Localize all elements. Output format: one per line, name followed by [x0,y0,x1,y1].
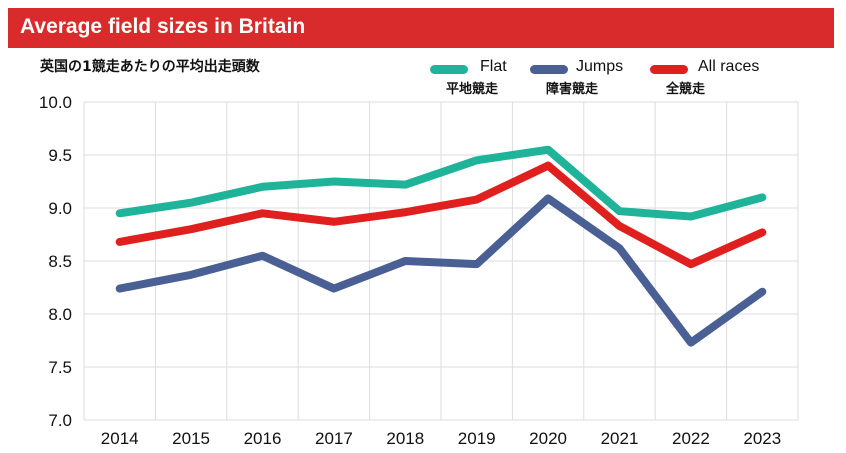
legend: Flat 平地競走 Jumps 障害競走 All races 全競走 [430,58,830,100]
chart-subtitle: 英国の1競走あたりの平均出走頭数 [40,59,260,75]
legend-label-all: All races [698,58,760,75]
series-line-flat [115,145,767,221]
x-tick-label: 2014 [101,429,139,448]
x-tick-label: 2023 [743,429,781,448]
legend-label-jumps: Jumps [576,58,624,75]
x-tick-label: 2016 [244,429,282,448]
chart-title: Average field sizes in Britain [20,15,306,38]
legend-swatch-flat [430,65,468,74]
title-bar: Average field sizes in Britain [8,8,834,48]
x-tick-label: 2019 [458,429,496,448]
x-tick-label: 2015 [172,429,210,448]
legend-swatch-jumps [530,65,568,74]
legend-label-flat-jp: 平地競走 [446,82,499,97]
y-tick-label: 8.5 [48,252,72,271]
x-tick-label: 2018 [386,429,424,448]
y-tick-label: 8.0 [48,305,72,324]
legend-label-flat: Flat [480,58,507,75]
y-tick-label: 7.5 [48,358,72,377]
x-tick-label: 2021 [601,429,639,448]
legend-swatch-all [650,65,688,74]
y-tick-label: 9.5 [48,146,72,165]
series-line-all [115,161,767,269]
y-tick-label: 10.0 [39,93,72,112]
legend-label-jumps-jp: 障害競走 [546,82,599,97]
series-line-jumps [115,194,767,347]
x-tick-label: 2022 [672,429,710,448]
legend-label-all-jp: 全競走 [666,82,706,97]
x-tick-label: 2017 [315,429,353,448]
y-tick-label: 9.0 [48,199,72,218]
y-tick-label: 7.0 [48,411,72,430]
x-tick-label: 2020 [529,429,567,448]
